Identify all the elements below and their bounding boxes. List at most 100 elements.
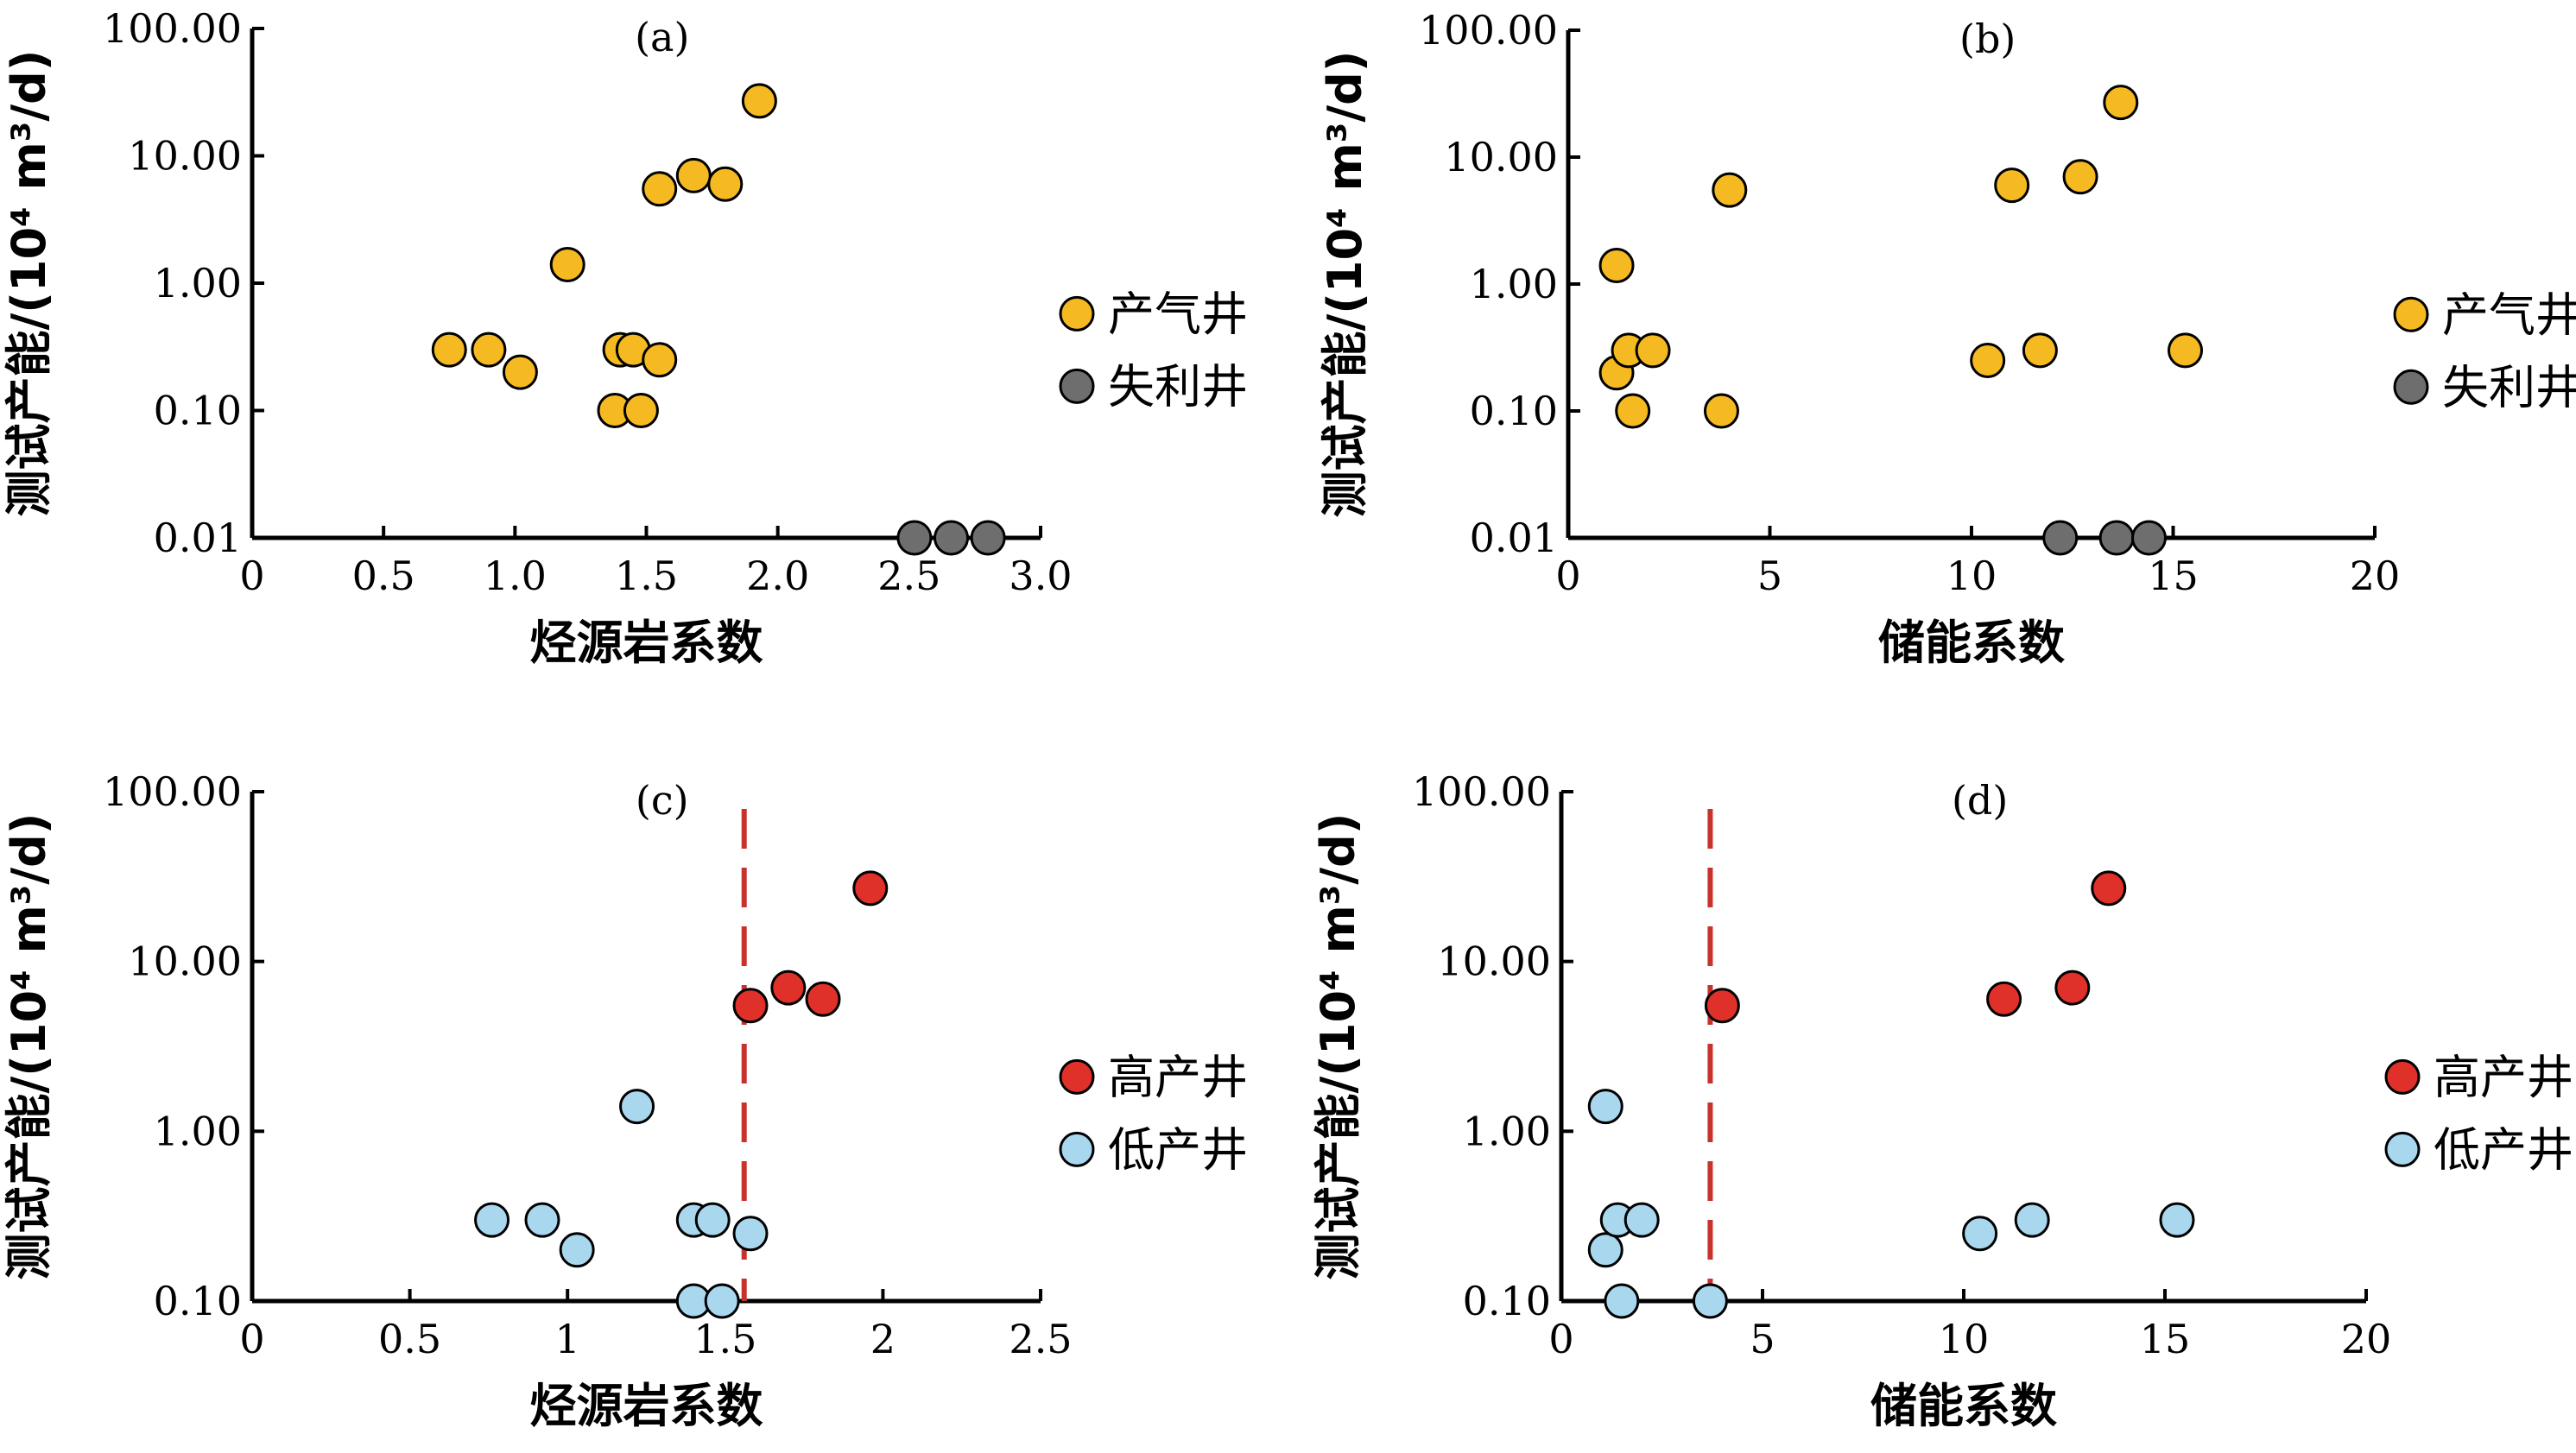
- data-point: [1598, 248, 1635, 284]
- data-point: [2054, 970, 2091, 1006]
- legend-label: 高产井: [2434, 1050, 2573, 1104]
- data-point: [2022, 332, 2058, 369]
- panel-label: (c): [636, 777, 689, 824]
- x-tick-label: 0.5: [378, 1316, 441, 1362]
- data-point: [770, 970, 807, 1006]
- y-tick-label: 100.00: [103, 768, 242, 815]
- data-point: [2014, 1202, 2050, 1238]
- y-tick-label: 10.00: [1444, 134, 1558, 180]
- data-point: [1703, 393, 1739, 429]
- data-point: [502, 354, 538, 390]
- y-tick-label: 100.00: [1412, 768, 1551, 815]
- x-tick-label: 3.0: [1009, 553, 1072, 599]
- x-tick-label: 1: [555, 1316, 580, 1362]
- data-point: [694, 1202, 731, 1238]
- x-tick-label: 1.5: [693, 1316, 756, 1362]
- data-point: [524, 1202, 560, 1238]
- series-0: [431, 83, 777, 428]
- y-tick-label: 0.10: [1463, 1278, 1551, 1324]
- series-1: [1587, 1089, 2195, 1319]
- legend-label: 低产井: [1108, 1122, 1248, 1177]
- legend-label: 高产井: [1108, 1050, 1248, 1104]
- y-tick-label: 0.10: [1470, 388, 1558, 434]
- legend-marker: [2393, 296, 2429, 332]
- legend-marker: [2384, 1058, 2421, 1095]
- data-point: [704, 1283, 740, 1319]
- legend-label: 产气井: [2442, 287, 2576, 342]
- y-tick-label: 0.01: [1470, 515, 1558, 561]
- legend-marker: [2384, 1131, 2421, 1167]
- legend-label: 失利井: [1108, 359, 1248, 414]
- data-point: [642, 342, 678, 378]
- series-0: [1704, 870, 2127, 1024]
- data-point: [2062, 159, 2098, 195]
- series-1: [896, 520, 1006, 556]
- legend-marker: [1059, 1131, 1095, 1167]
- y-tick-label: 10.00: [128, 133, 242, 180]
- data-point: [642, 171, 678, 207]
- legend-marker: [2393, 369, 2429, 405]
- data-point: [2159, 1202, 2195, 1238]
- panel-c: 0 0.5 1 1.5 2 2.5 0.10 1.00 10.00 100.00 (c) 烃源岩系数 测…: [2, 768, 1248, 1433]
- data-point: [1604, 1283, 1640, 1319]
- x-tick-label: 10: [1939, 1316, 1990, 1362]
- x-tick-label: 2.5: [877, 553, 940, 599]
- series-1: [2042, 520, 2167, 556]
- x-tick-label: 2: [870, 1316, 896, 1362]
- x-tick-label: 1.5: [615, 553, 678, 599]
- series-1: [474, 1089, 769, 1319]
- x-tick-label: 15: [2148, 553, 2199, 599]
- y-tick-label: 0.01: [154, 515, 242, 561]
- data-point: [741, 83, 777, 119]
- x-tick-label: 0: [1555, 553, 1580, 599]
- y-tick-label: 1.00: [1470, 261, 1558, 307]
- x-tick-label: 10: [1946, 553, 1997, 599]
- x-tick-label: 5: [1757, 553, 1782, 599]
- y-axis-title: 测试产能/(10⁴ m³/d): [2, 50, 56, 517]
- series-0: [1598, 85, 2204, 429]
- data-point: [970, 520, 1006, 556]
- data-point: [471, 332, 507, 368]
- x-axis-title: 烃源岩系数: [530, 1379, 763, 1433]
- y-tick-label: 1.00: [1463, 1108, 1551, 1154]
- series-0: [732, 870, 889, 1024]
- data-point: [1704, 988, 1740, 1024]
- x-tick-label: 0: [239, 553, 264, 599]
- data-point: [2042, 520, 2079, 556]
- legend-marker: [1059, 368, 1095, 404]
- data-point: [934, 520, 970, 556]
- x-tick-label: 0: [1548, 1316, 1573, 1362]
- data-point: [1986, 981, 2022, 1017]
- data-point: [2098, 520, 2135, 556]
- x-tick-label: 0: [239, 1316, 264, 1362]
- y-axis-title: 测试产能/(10⁴ m³/d): [1318, 51, 1372, 518]
- data-point: [707, 166, 744, 202]
- x-axis-title: 烃源岩系数: [530, 616, 763, 670]
- y-tick-label: 100.00: [103, 5, 242, 52]
- data-point: [2103, 85, 2139, 121]
- x-tick-label: 1.0: [484, 553, 547, 599]
- y-tick-label: 10.00: [128, 938, 242, 985]
- y-tick-label: 0.10: [154, 1278, 242, 1324]
- y-tick-label: 1.00: [154, 1108, 242, 1154]
- data-point: [549, 246, 585, 282]
- panel-d: 0 5 10 15 20 0.10 1.00 10.00 100.00 (d) 储能系数 测试产能/(…: [1311, 768, 2573, 1433]
- x-axis-title: 储能系数: [1870, 1379, 2057, 1433]
- data-point: [675, 157, 712, 193]
- data-point: [431, 332, 467, 368]
- data-point: [896, 520, 933, 556]
- data-point: [1712, 172, 1748, 208]
- x-tick-label: 2.0: [746, 553, 809, 599]
- y-axis-title: 测试产能/(10⁴ m³/d): [1311, 813, 1365, 1280]
- legend-marker: [1059, 1058, 1095, 1095]
- data-point: [1994, 167, 2030, 204]
- data-point: [619, 1089, 655, 1125]
- data-point: [1615, 393, 1651, 429]
- x-tick-label: 0.5: [352, 553, 415, 599]
- panel-label: (b): [1959, 16, 2016, 62]
- data-point: [623, 393, 659, 428]
- legend-label: 失利井: [2442, 360, 2576, 414]
- data-point: [1970, 343, 2006, 379]
- x-tick-label: 2.5: [1009, 1316, 1072, 1362]
